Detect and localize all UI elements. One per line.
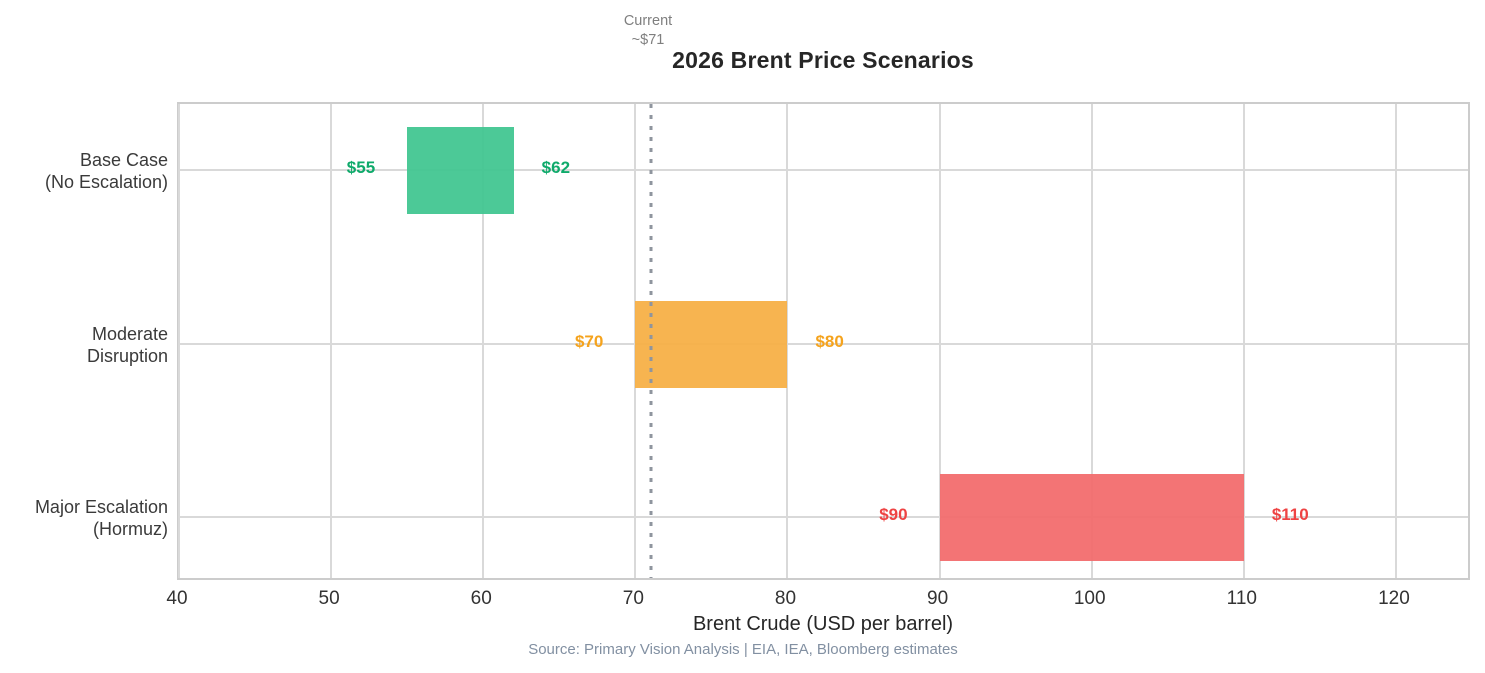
chart-title: 2026 Brent Price Scenarios xyxy=(672,47,974,73)
x-tick-label: 70 xyxy=(622,588,644,609)
x-tick-label: 100 xyxy=(1073,588,1106,609)
range-bar-3 xyxy=(939,473,1244,561)
source-credit: Source: Primary Vision Analysis | EIA, I… xyxy=(528,641,958,658)
low-value-label: $70 xyxy=(574,332,604,351)
y-gridline xyxy=(179,516,1468,518)
y-category-label-line: (No Escalation) xyxy=(44,172,168,192)
x-gridline xyxy=(786,104,789,578)
current-price-annotation: Current ~$71 xyxy=(624,12,672,50)
high-value-label: $62 xyxy=(541,158,571,177)
current-price-reference-line xyxy=(649,104,653,578)
x-tick-label: 60 xyxy=(470,588,492,609)
x-gridline xyxy=(1394,104,1397,578)
x-gridline xyxy=(330,104,333,578)
plot-area xyxy=(177,102,1470,580)
high-value-label: $110 xyxy=(1271,505,1309,524)
y-category-label-line: Disruption xyxy=(86,346,168,366)
x-gridline xyxy=(938,104,941,578)
x-gridline xyxy=(1090,104,1093,578)
y-category-label: Base Case (No Escalation) xyxy=(0,149,168,193)
low-value-label: $55 xyxy=(346,158,376,177)
x-tick-label: 90 xyxy=(927,588,949,609)
x-tick-label: 50 xyxy=(318,588,340,609)
x-gridline xyxy=(1242,104,1245,578)
range-bar-1 xyxy=(407,126,514,214)
low-value-label: $90 xyxy=(879,505,908,524)
y-category-label: Major Escalation (Hormuz) xyxy=(0,496,168,540)
x-axis-label: Brent Crude (USD per barrel) xyxy=(692,613,954,635)
y-category-label-line: Base Case xyxy=(79,150,168,170)
x-tick-label: 80 xyxy=(774,588,797,609)
x-tick-label: 120 xyxy=(1378,588,1410,609)
y-gridline xyxy=(179,169,1468,171)
y-category-label: Moderate Disruption xyxy=(0,323,168,367)
y-category-label-line: Moderate xyxy=(91,324,168,344)
y-gridline xyxy=(179,343,1468,345)
y-category-label-line: Major Escalation xyxy=(34,497,168,517)
current-price-annotation-line1: Current xyxy=(623,13,673,29)
high-value-label: $80 xyxy=(815,332,844,351)
x-gridline xyxy=(178,104,180,578)
range-bar-2 xyxy=(635,300,788,388)
x-tick-label: 40 xyxy=(166,588,188,609)
y-category-label-line: (Hormuz) xyxy=(93,519,168,539)
x-tick-label: 110 xyxy=(1226,588,1257,609)
x-gridline xyxy=(482,104,485,578)
current-price-annotation-line2: ~$71 xyxy=(631,32,665,48)
